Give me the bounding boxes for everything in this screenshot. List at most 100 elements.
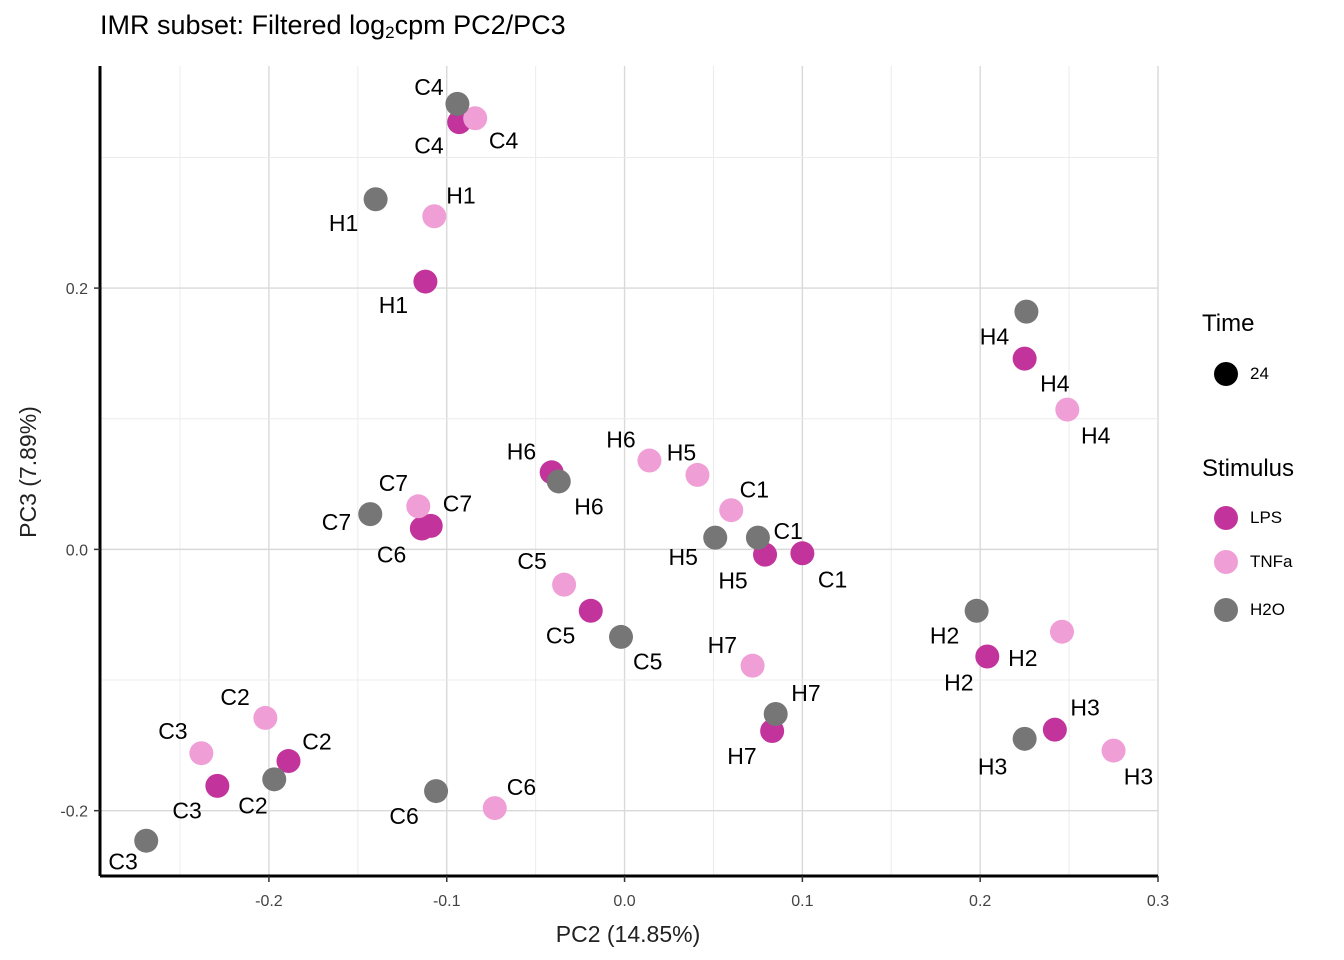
x-tick-label: 0.1 (791, 893, 813, 910)
point-h2o-h6 (546, 469, 571, 494)
point-label-c1: C1 (740, 476, 769, 502)
legend-label: 24 (1250, 364, 1269, 383)
point-h2o-c3 (134, 828, 159, 853)
point-lps-h4 (1012, 346, 1037, 371)
point-tnfa-c1 (719, 498, 744, 523)
point-label-h5: H5 (669, 544, 698, 570)
point-label-c7: C7 (443, 491, 472, 517)
point-tnfa-c2 (253, 705, 278, 730)
point-label-h2: H2 (1008, 645, 1037, 671)
point-tnfa-h2 (1049, 619, 1074, 644)
point-label-c2: C2 (302, 728, 331, 754)
point-label-h4: H4 (1081, 423, 1111, 449)
gridlines (100, 66, 1159, 876)
point-label-h2: H2 (944, 670, 973, 696)
axes: -0.2 -0.1 0.0 0.1 0.2 0.3 -0.2 0.0 0.2 (60, 66, 1169, 910)
point-h2o-h7 (763, 702, 788, 726)
point-h2o-c4 (445, 91, 470, 116)
point-lps-h2 (975, 644, 1000, 669)
point-lps-c1 (790, 541, 815, 566)
legend-label: LPS (1250, 508, 1283, 527)
legend-title-time: Time (1202, 310, 1255, 337)
point-h2o-h4 (1014, 299, 1039, 324)
point-h2o-h1 (363, 187, 388, 212)
point-label-h1: H1 (379, 292, 408, 318)
legend-label: H2O (1250, 600, 1285, 619)
legend-dot-icon (1214, 362, 1238, 386)
point-lps-h3 (1042, 717, 1067, 742)
point-h2o-h2 (964, 598, 989, 623)
point-label-c6: C6 (389, 803, 418, 829)
point-label-c2: C2 (220, 684, 249, 710)
point-tnfa-c3 (189, 741, 214, 766)
point-label-h3: H3 (1070, 694, 1099, 720)
x-axis-label: PC2 (14.85%) (556, 921, 700, 947)
point-label-h6: H6 (574, 493, 603, 519)
point-tnfa-h3 (1101, 738, 1126, 763)
y-tick-label: 0.2 (66, 281, 88, 298)
x-tick-label: -0.2 (255, 893, 283, 910)
point-label-h5: H5 (667, 440, 696, 466)
point-tnfa-h4 (1055, 397, 1080, 422)
point-label-c3: C3 (158, 718, 187, 744)
point-label-h4: H4 (1040, 370, 1070, 396)
point-label-c2: C2 (238, 792, 267, 818)
point-h2o-c5 (608, 624, 633, 649)
point-label-c7: C7 (322, 509, 351, 535)
point-label-c1: C1 (773, 518, 802, 544)
point-label-h3: H3 (978, 753, 1007, 779)
point-label-h1: H1 (446, 182, 475, 208)
point-label-c4: C4 (489, 127, 519, 153)
point-label-c5: C5 (546, 623, 575, 649)
legend-title-stimulus: Stimulus (1202, 455, 1295, 482)
x-tick-label: 0.2 (969, 893, 991, 910)
point-tnfa-h7 (740, 653, 765, 678)
point-label-c3: C3 (172, 798, 201, 824)
point-label-h6: H6 (606, 427, 635, 453)
chart-title: IMR subset: Filtered log2cpm PC2/PC3 (100, 10, 566, 42)
point-label-c4: C4 (414, 133, 444, 159)
legend-dot-icon (1214, 506, 1238, 530)
x-tick-label: -0.1 (433, 893, 461, 910)
point-label-h2: H2 (930, 623, 959, 649)
point-label-h1: H1 (329, 210, 358, 236)
point-label-h7: H7 (791, 680, 820, 706)
point-label-h3: H3 (1124, 764, 1153, 790)
y-tick-label: -0.2 (60, 804, 88, 821)
point-h2o-c6 (424, 779, 449, 804)
point-label-c6: C6 (377, 542, 406, 568)
point-lps-c6 (409, 516, 434, 541)
point-tnfa-h6 (637, 448, 662, 473)
y-tick-label: 0.0 (66, 542, 88, 559)
point-h2o-h5 (703, 525, 728, 550)
point-label-c5: C5 (517, 548, 546, 574)
point-lps-c2 (276, 749, 301, 774)
point-label-c4: C4 (414, 74, 444, 100)
legend-dot-icon (1214, 550, 1238, 574)
point-h2o-c1 (745, 525, 770, 550)
point-tnfa-h5 (685, 462, 710, 487)
point-label-c3: C3 (108, 849, 137, 875)
legend-dot-icon (1214, 598, 1238, 622)
point-tnfa-c7 (406, 494, 431, 519)
point-label-h7: H7 (708, 632, 737, 658)
point-label-h6: H6 (507, 438, 536, 464)
point-label-h5: H5 (718, 568, 747, 594)
point-label-c5: C5 (633, 649, 662, 675)
point-lps-c2 (205, 773, 230, 798)
point-label-h7: H7 (727, 743, 756, 769)
point-h2o-c2 (262, 767, 287, 792)
point-lps-c5 (578, 598, 603, 623)
x-tick-label: 0.3 (1147, 893, 1169, 910)
point-lps-h1 (413, 269, 438, 294)
point-label-c7: C7 (379, 470, 408, 496)
point-tnfa-c6 (482, 796, 507, 821)
point-h2o-c7 (358, 502, 383, 527)
point-label-h4: H4 (980, 323, 1010, 349)
point-tnfa-h1 (422, 204, 447, 229)
data-points (134, 91, 1126, 853)
legend-label: TNFa (1250, 552, 1293, 571)
point-tnfa-c4 (463, 106, 488, 131)
